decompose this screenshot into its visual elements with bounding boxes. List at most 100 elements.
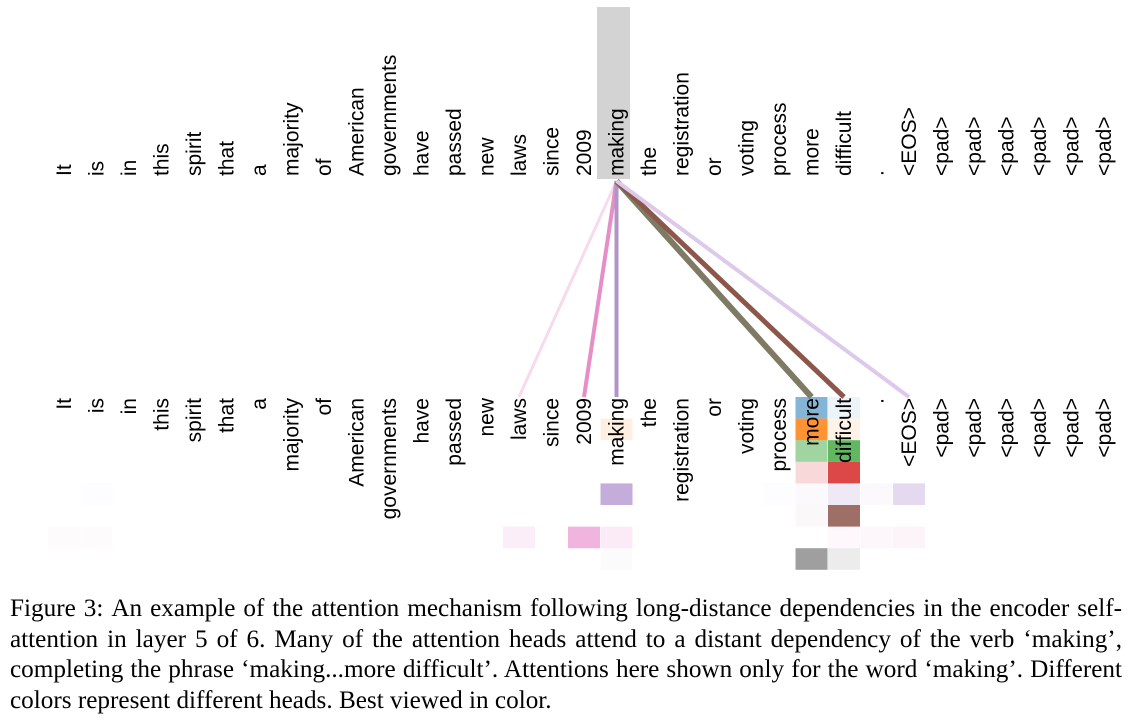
bottom-token-1: is [86, 398, 109, 413]
attention-cell-20 [503, 526, 535, 549]
attention-cell-2 [600, 418, 633, 441]
bottom-token-0: It [53, 398, 76, 410]
top-token-row: It is in this spirit that a majority of American g… [53, 55, 1116, 176]
top-token-8: of [313, 158, 336, 176]
top-token-28: <pad> [963, 116, 986, 176]
top-token-14: laws [508, 134, 531, 176]
attention-cell-25 [893, 526, 925, 549]
bottom-token-19: registration [671, 398, 694, 502]
bottom-token-14: laws [508, 398, 531, 440]
bottom-token-2: in [118, 398, 141, 414]
attention-line-5 [615, 179, 911, 399]
top-token-32: <pad> [1093, 116, 1116, 176]
top-token-3: this [151, 143, 174, 176]
top-token-1: is [86, 161, 109, 176]
top-token-23: more [801, 128, 824, 176]
attention-figure: It is in this spirit that a majority of American g… [48, 7, 1116, 570]
attention-cell-11 [763, 483, 795, 505]
bottom-token-24: difficult [833, 398, 856, 463]
bottom-token-5: that [216, 398, 239, 433]
attention-lines [517, 178, 911, 400]
bottom-token-16: 2009 [573, 398, 596, 445]
bottom-token-20: or [703, 398, 726, 417]
figure-caption: Figure 3: An example of the attention mec… [10, 594, 1122, 716]
attention-cell-3 [795, 418, 828, 441]
caption-text: An example of the attention mechanism fo… [10, 595, 1122, 714]
attention-cell-21 [568, 526, 600, 549]
bottom-token-6: a [248, 398, 271, 410]
attention-cell-24 [860, 526, 893, 549]
bottom-token-10: governments [378, 398, 401, 519]
attention-cell-10 [600, 483, 633, 505]
attention-cell-17 [828, 505, 860, 527]
attention-cell-26 [601, 548, 633, 570]
bottom-token-row: It is in this spirit that a majority of American g… [53, 397, 1116, 519]
attention-cell-5 [795, 440, 828, 462]
attention-line-4 [614, 179, 846, 399]
attention-cell-0 [795, 397, 828, 419]
attention-cell-23 [828, 526, 860, 549]
top-token-17: making [606, 108, 629, 176]
top-token-24: difficult [833, 111, 856, 176]
top-token-11: have [411, 130, 434, 176]
bottom-token-7: majority [281, 398, 304, 472]
bottom-token-21: voting [736, 398, 759, 454]
attention-cell-9 [81, 483, 113, 505]
attention-cell-27 [795, 548, 828, 570]
top-token-29: <pad> [996, 116, 1019, 176]
top-token-5: that [216, 141, 239, 176]
bottom-token-8: of [313, 398, 336, 416]
bottom-token-27: <pad> [931, 398, 954, 458]
top-token-27: <pad> [931, 116, 954, 176]
attention-cell-12 [795, 483, 828, 505]
attention-line-0 [517, 180, 618, 398]
top-token-22: process [768, 102, 791, 176]
attention-cell-18 [48, 527, 80, 549]
attention-cell-7 [795, 461, 828, 484]
bottom-token-23: more [801, 398, 824, 446]
top-token-31: <pad> [1061, 116, 1084, 176]
attention-cell-14 [860, 483, 893, 505]
attention-cell-15 [893, 483, 925, 505]
top-token-26: <EOS> [898, 107, 921, 176]
attention-cell-22 [600, 526, 633, 549]
bottom-token-15: since [541, 398, 564, 447]
attention-line-3 [614, 178, 814, 400]
attention-cell-6 [828, 440, 860, 462]
top-token-19: registration [671, 72, 694, 176]
query-token-highlight [597, 7, 630, 179]
bottom-token-29: <pad> [996, 398, 1019, 458]
bottom-token-4: spirit [183, 398, 206, 443]
top-token-4: spirit [183, 131, 206, 176]
bottom-token-28: <pad> [963, 398, 986, 458]
top-token-12: passed [443, 108, 466, 176]
top-token-10: governments [378, 55, 401, 176]
bottom-token-12: passed [443, 398, 466, 466]
bottom-token-9: American [346, 398, 369, 487]
top-token-15: since [541, 127, 564, 176]
top-token-18: the [638, 147, 661, 176]
attention-heatmap [48, 397, 925, 570]
top-token-7: majority [281, 102, 304, 176]
top-token-13: new [476, 137, 499, 176]
attention-cell-13 [828, 483, 860, 505]
top-token-30: <pad> [1028, 116, 1051, 176]
attention-line-1 [582, 180, 619, 398]
attention-visualization: It is in this spirit that a majority of American g… [48, 7, 1116, 570]
caption-label: Figure 3: [10, 595, 104, 622]
bottom-token-32: <pad> [1093, 398, 1116, 458]
bottom-token-22: process [768, 398, 791, 472]
attention-cell-16 [795, 505, 828, 527]
top-token-6: a [248, 164, 271, 176]
bottom-token-13: new [476, 397, 499, 436]
attention-cell-4 [828, 418, 860, 441]
bottom-token-3: this [151, 398, 174, 431]
attention-cell-8 [828, 461, 860, 484]
attention-cell-19 [81, 527, 113, 549]
bottom-token-18: the [638, 398, 661, 427]
top-token-16: 2009 [573, 129, 596, 176]
top-token-9: American [346, 87, 369, 176]
bottom-token-31: <pad> [1061, 398, 1084, 458]
attention-cell-1 [828, 397, 860, 419]
top-token-20: or [703, 157, 726, 176]
